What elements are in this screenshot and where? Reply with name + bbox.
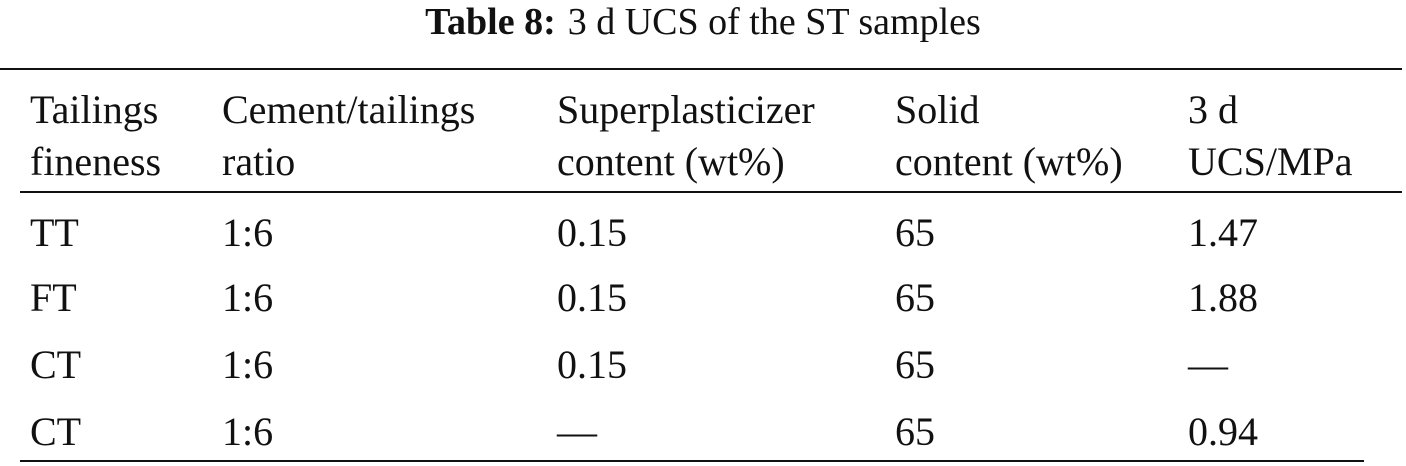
caption-text: 3 d UCS of the ST samples — [567, 1, 981, 43]
caption: Table 8: 3 d UCS of the ST samples — [0, 0, 1406, 44]
header-cell: Superplasticizer — [557, 87, 815, 132]
table-cell: 0.94 — [1188, 409, 1258, 454]
table-cell: 65 — [895, 342, 935, 387]
table-cell: 1.47 — [1188, 210, 1258, 255]
table-cell: 65 — [895, 275, 935, 320]
bottom-rule — [20, 460, 1364, 462]
table-cell: 1:6 — [222, 210, 274, 255]
table-cell: 1:6 — [222, 275, 274, 320]
header-cell: Solid — [895, 87, 980, 132]
table-cell: FT — [30, 275, 77, 320]
table-cell: 1:6 — [222, 342, 274, 387]
caption-label: Table 8: — [425, 1, 556, 43]
table-cell: 1.88 — [1188, 275, 1258, 320]
header-cell: Cement/tailings — [222, 87, 476, 132]
table-cell: 65 — [895, 409, 935, 454]
mid-rule — [20, 191, 1402, 193]
table-cell: 1:6 — [222, 409, 274, 454]
header-cell: UCS/MPa — [1188, 139, 1353, 184]
table-cell: 0.15 — [557, 275, 627, 320]
header-cell: Tailings — [30, 87, 159, 132]
header-cell: ratio — [222, 139, 296, 184]
table-cell: 65 — [895, 210, 935, 255]
table-cell: TT — [30, 210, 79, 255]
table-cell: — — [557, 409, 597, 454]
table-cell: — — [1188, 342, 1228, 387]
table-cell: CT — [30, 409, 82, 454]
table-cell: 0.15 — [557, 210, 627, 255]
top-rule — [0, 68, 1402, 70]
table-cell: 0.15 — [557, 342, 627, 387]
header-cell: content (wt%) — [557, 139, 785, 184]
header-cell: fineness — [30, 139, 162, 184]
table-cell: CT — [30, 342, 82, 387]
header-cell: content (wt%) — [895, 139, 1123, 184]
header-cell: 3 d — [1188, 87, 1238, 132]
